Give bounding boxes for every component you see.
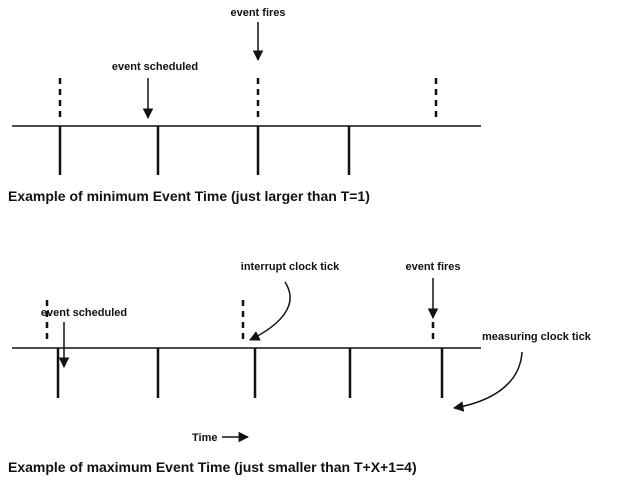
bottom-diagram: interrupt clock tick event fires event s… (8, 261, 592, 475)
label: event fires (230, 7, 285, 19)
caption: Example of maximum Event Time (just smal… (8, 459, 417, 475)
label: measuring clock tick (482, 331, 592, 343)
caption: Example of minimum Event Time (just larg… (8, 188, 370, 204)
label: event fires (405, 261, 460, 273)
label: Time (192, 432, 217, 444)
arrow (452, 351, 523, 412)
top-diagram: event fires event scheduled Example of m… (8, 7, 481, 204)
label: interrupt clock tick (241, 261, 340, 273)
label: event scheduled (112, 61, 198, 73)
label: event scheduled (41, 307, 127, 319)
arrow (249, 281, 291, 341)
